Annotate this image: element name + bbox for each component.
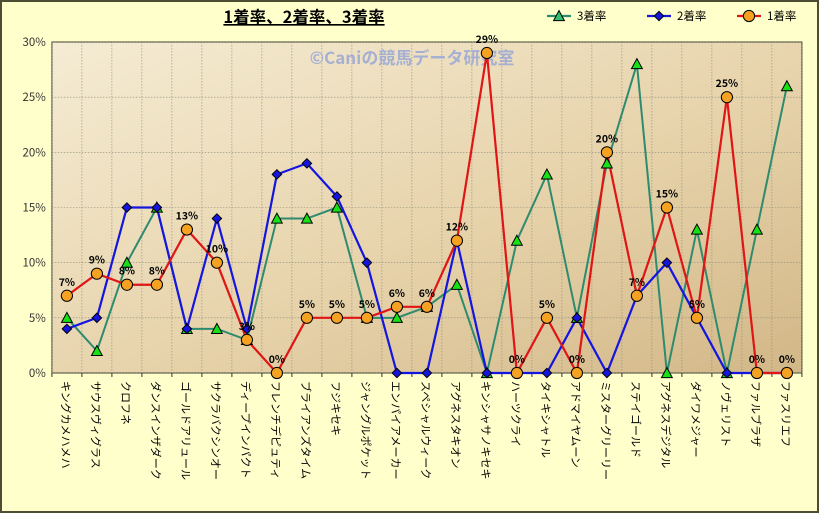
svg-text:タイキシャトル: タイキシャトル: [538, 381, 554, 458]
svg-text:6%: 6%: [389, 286, 405, 301]
svg-text:10%: 10%: [23, 255, 47, 271]
svg-text:0%: 0%: [749, 352, 765, 367]
svg-text:3%: 3%: [239, 319, 255, 334]
svg-text:0%: 0%: [269, 352, 285, 367]
svg-text:ジャングルポケット: ジャングルポケット: [358, 381, 374, 479]
svg-text:2着率: 2着率: [677, 8, 706, 24]
svg-text:フレンチデピュティ: フレンチデピュティ: [268, 381, 284, 479]
svg-text:3着率: 3着率: [577, 8, 606, 24]
svg-text:ミスターグリーリー: ミスターグリーリー: [598, 381, 614, 480]
svg-text:9%: 9%: [89, 253, 105, 268]
svg-text:ファスリエフ: ファスリエフ: [778, 381, 794, 447]
svg-text:ブライアンズタイム: ブライアンズタイム: [298, 381, 314, 479]
svg-text:0%: 0%: [569, 352, 585, 367]
svg-text:8%: 8%: [149, 264, 165, 279]
svg-text:8%: 8%: [119, 264, 135, 279]
svg-text:20%: 20%: [23, 144, 47, 160]
svg-text:6%: 6%: [419, 286, 435, 301]
svg-text:1着率、2着率、3着率: 1着率、2着率、3着率: [223, 4, 384, 28]
svg-text:25%: 25%: [716, 76, 739, 91]
svg-text:クロフネ: クロフネ: [118, 381, 134, 425]
svg-text:5%: 5%: [299, 297, 315, 312]
svg-text:ノヴェリスト: ノヴェリスト: [718, 381, 734, 447]
svg-text:ステイゴールド: ステイゴールド: [628, 381, 644, 458]
svg-text:10%: 10%: [206, 242, 229, 257]
svg-text:スペシャルウィーク: スペシャルウィーク: [418, 381, 434, 479]
svg-text:7%: 7%: [59, 275, 75, 290]
svg-text:5%: 5%: [539, 297, 555, 312]
svg-text:7%: 7%: [629, 275, 645, 290]
svg-text:ゴールドアリュール: ゴールドアリュール: [178, 381, 194, 480]
svg-text:30%: 30%: [23, 34, 47, 50]
svg-text:29%: 29%: [476, 32, 499, 47]
svg-text:アグネスデジタル: アグネスデジタル: [658, 381, 674, 468]
svg-text:アグネスタキオン: アグネスタキオン: [448, 381, 464, 468]
svg-text:キングカメハメハ: キングカメハメハ: [58, 381, 74, 469]
svg-text:キンシャサノキセキ: キンシャサノキセキ: [478, 381, 494, 479]
svg-text:15%: 15%: [23, 200, 47, 216]
svg-text:0%: 0%: [509, 352, 525, 367]
svg-text:1着率: 1着率: [767, 8, 796, 24]
svg-text:0%: 0%: [779, 352, 795, 367]
svg-text:12%: 12%: [446, 220, 469, 235]
svg-text:15%: 15%: [656, 187, 679, 202]
svg-text:ダイワメジャー: ダイワメジャー: [688, 381, 704, 457]
svg-text:サクラバクシンオー: サクラバクシンオー: [208, 381, 224, 480]
svg-text:ダンスインザダーク: ダンスインザダーク: [148, 381, 164, 480]
svg-text:サウスヴィグラス: サウスヴィグラス: [88, 381, 104, 469]
svg-text:0%: 0%: [29, 365, 46, 381]
svg-text:25%: 25%: [23, 89, 47, 105]
svg-text:アドマイヤムーン: アドマイヤムーン: [568, 381, 584, 468]
svg-text:5%: 5%: [29, 310, 46, 326]
svg-text:ハーツクライ: ハーツクライ: [508, 381, 524, 447]
svg-text:ファルブラザ: ファルブラザ: [748, 381, 764, 447]
svg-text:20%: 20%: [596, 131, 619, 146]
svg-text:5%: 5%: [329, 297, 345, 312]
svg-text:5%: 5%: [359, 297, 375, 312]
svg-text:エンパイアメーカー: エンパイアメーカー: [388, 381, 404, 479]
svg-text:フジキセキ: フジキセキ: [328, 381, 344, 436]
svg-text:5%: 5%: [689, 297, 705, 312]
svg-text:13%: 13%: [176, 209, 199, 224]
svg-text:ディープインパクト: ディープインパクト: [238, 381, 254, 479]
